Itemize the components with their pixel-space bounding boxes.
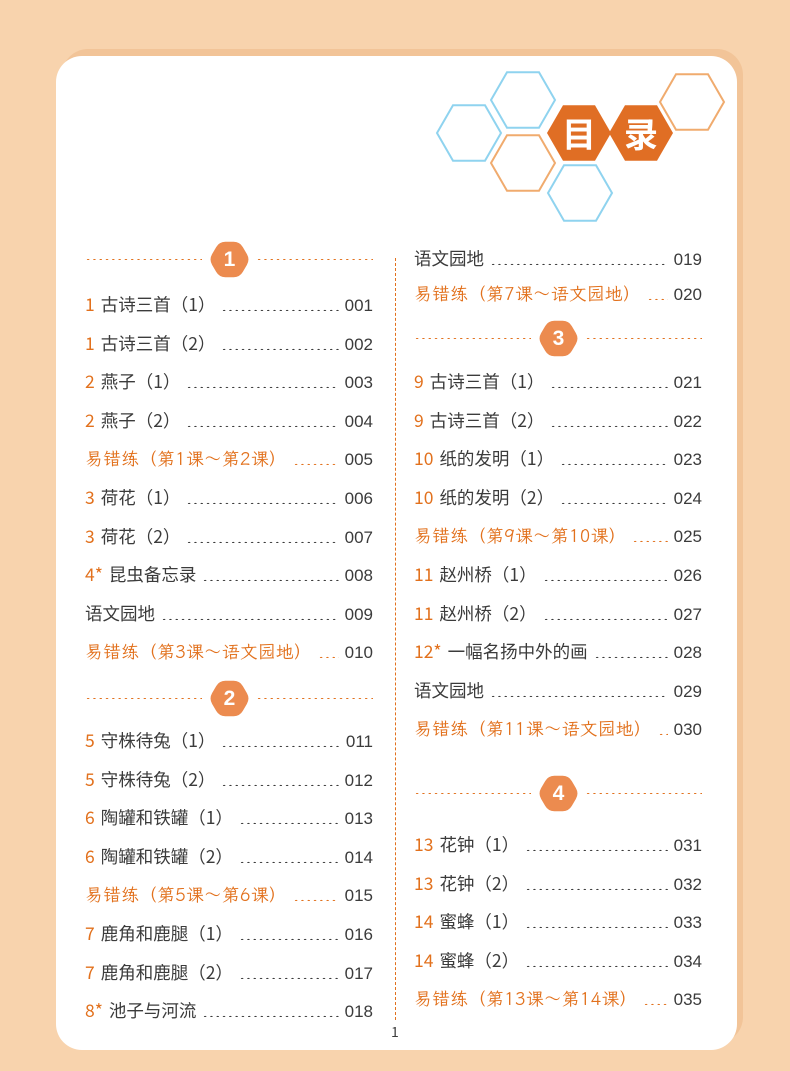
svg-text:1: 1 — [223, 248, 235, 271]
svg-text:3: 3 — [552, 327, 564, 350]
svg-text:4: 4 — [552, 782, 564, 805]
svg-text:目: 目 — [562, 108, 596, 157]
svg-text:2: 2 — [223, 687, 235, 710]
svg-text:录: 录 — [624, 108, 658, 157]
